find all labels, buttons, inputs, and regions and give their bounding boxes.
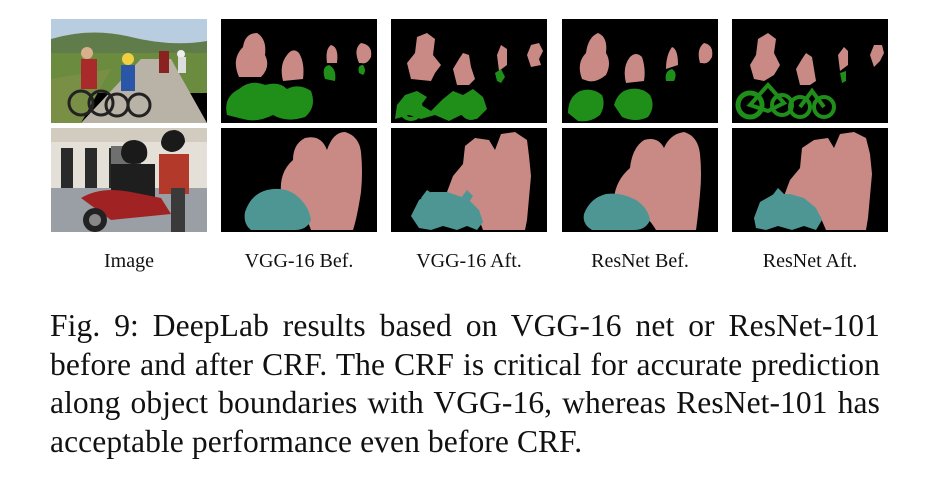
vgg16-after-crf-mask-cyclists	[391, 19, 547, 123]
resnet-after-crf-mask-motorbike	[732, 128, 888, 232]
resnet-before-crf-mask-motorbike	[562, 128, 718, 232]
vgg16-after-crf-mask-motorbike	[391, 128, 547, 232]
figure-caption: Fig. 9: DeepLab results based on VGG-16 …	[50, 308, 880, 459]
column-label-vgg16-after: VGG-16 Aft.	[416, 250, 522, 272]
input-image-motorbike	[51, 128, 207, 232]
column-label-resnet-after: ResNet Aft.	[762, 250, 858, 272]
figure-grid: Image VGG-16 Bef. VGG-16 Aft. ResNet Bef…	[51, 19, 888, 272]
column-label-vgg16-before: VGG-16 Bef.	[244, 250, 354, 272]
vgg16-before-crf-mask-motorbike	[221, 128, 377, 232]
resnet-after-crf-mask-cyclists	[732, 19, 888, 123]
column-label-resnet-before: ResNet Bef.	[591, 250, 689, 272]
input-image-cyclists	[51, 19, 207, 123]
resnet-before-crf-mask-cyclists	[562, 19, 718, 123]
column-label-image: Image	[104, 250, 154, 272]
vgg16-before-crf-mask-cyclists	[221, 19, 377, 123]
